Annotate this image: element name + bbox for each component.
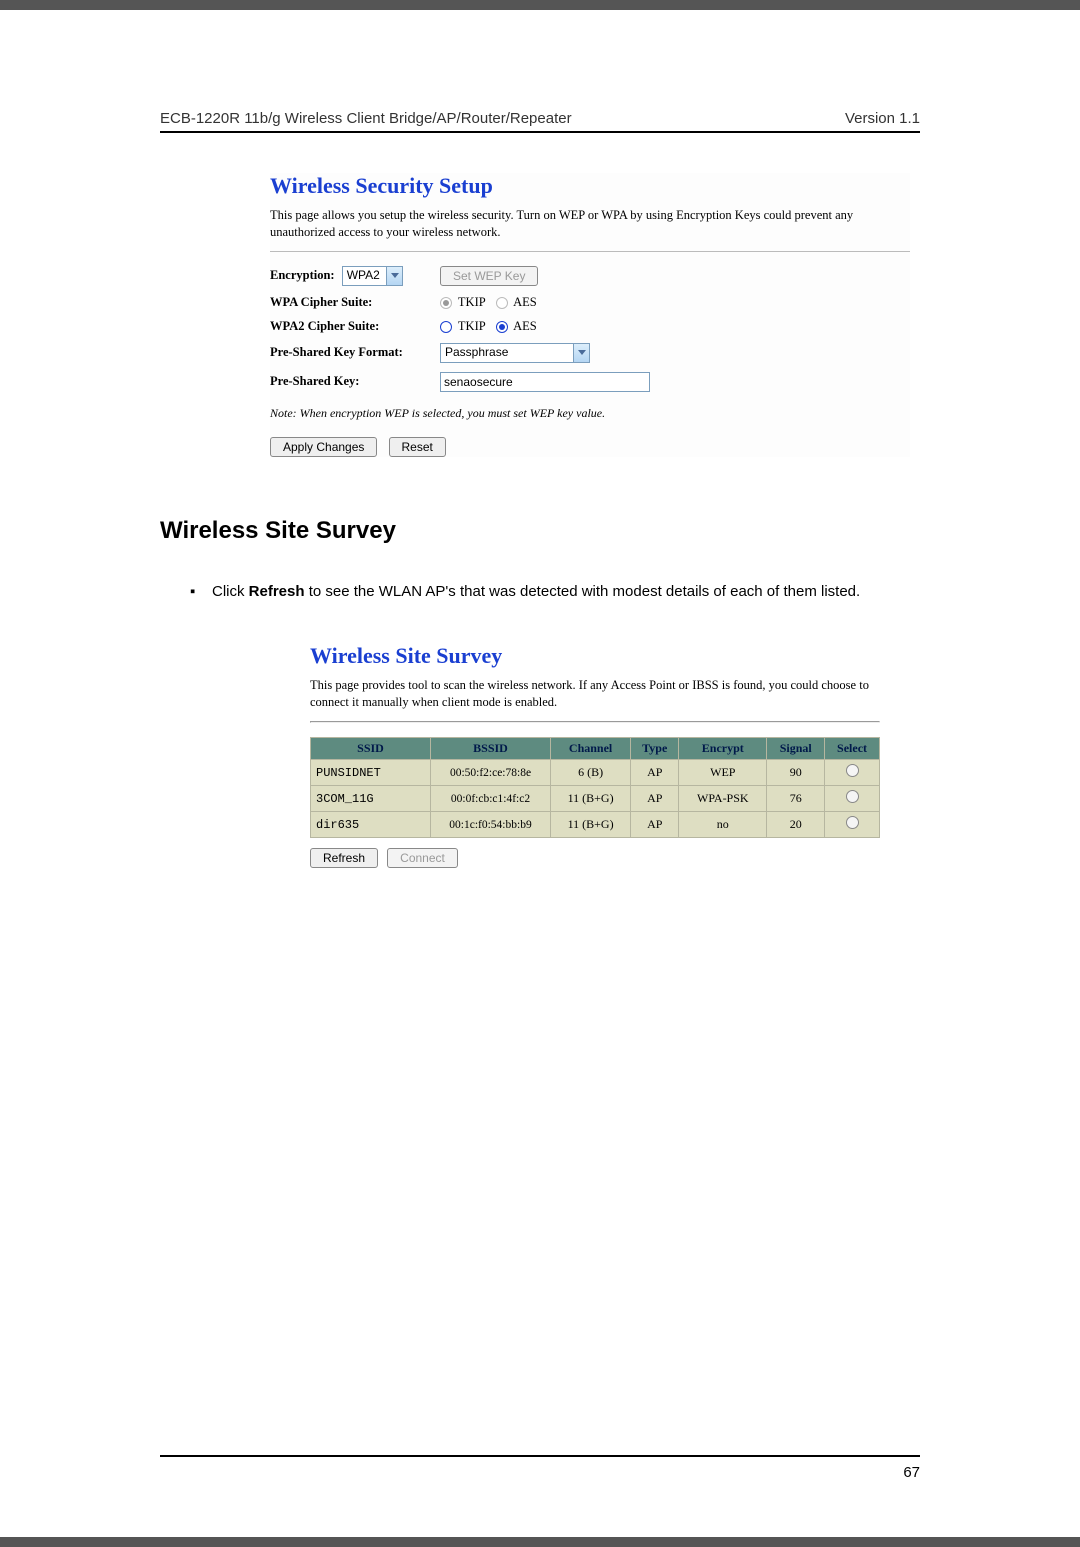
psk-format-select[interactable]: Passphrase [440,343,590,363]
cell-encrypt: no [679,812,767,838]
cell-signal: 90 [767,760,825,786]
encryption-row: Encryption: WPA2 Set WEP Key [270,266,910,286]
chevron-down-icon [573,344,589,362]
cell-encrypt: WPA-PSK [679,786,767,812]
security-button-row: Apply Changes Reset [270,437,910,457]
cell-select [825,812,880,838]
connect-button: Connect [387,848,458,868]
header-right: Version 1.1 [845,110,920,127]
page-number: 67 [903,1464,920,1481]
cell-select [825,760,880,786]
cell-ssid: dir635 [311,812,431,838]
footer-divider [160,1455,920,1457]
survey-description: This page provides tool to scan the wire… [310,677,880,711]
radio-icon[interactable] [440,321,452,333]
psk-input[interactable] [440,372,650,392]
survey-button-row: Refresh Connect [310,848,880,868]
radio-icon[interactable] [496,297,508,309]
cell-signal: 76 [767,786,825,812]
select-radio[interactable] [846,790,859,803]
wpa2-cipher-row: WPA2 Cipher Suite: TKIP AES [270,319,910,334]
select-radio[interactable] [846,816,859,829]
cell-ssid: 3COM_11G [311,786,431,812]
set-wep-key-button: Set WEP Key [440,266,538,286]
security-setup-panel: Wireless Security Setup This page allows… [270,173,910,457]
site-survey-panel: Wireless Site Survey This page provides … [310,643,880,868]
cell-channel: 11 (B+G) [551,786,631,812]
psk-row: Pre-Shared Key: [270,372,910,392]
cell-channel: 11 (B+G) [551,812,631,838]
header-divider [160,131,920,133]
table-row: dir63500:1c:f0:54:bb:b911 (B+G)APno20 [311,812,880,838]
wpa-cipher-row: WPA Cipher Suite: TKIP AES [270,295,910,310]
radio-icon[interactable] [440,297,452,309]
encryption-select[interactable]: WPA2 [342,266,403,286]
psk-format-label: Pre-Shared Key Format: [270,345,440,360]
psk-format-row: Pre-Shared Key Format: Passphrase [270,343,910,363]
cell-bssid: 00:0f:cb:c1:4f:c2 [431,786,551,812]
cell-channel: 6 (B) [551,760,631,786]
wpa-tkip-option: TKIP [440,295,486,310]
survey-title: Wireless Site Survey [310,643,880,669]
encryption-label: Encryption: WPA2 [270,266,440,286]
apply-changes-button[interactable]: Apply Changes [270,437,377,457]
page-header: ECB-1220R 11b/g Wireless Client Bridge/A… [160,110,920,131]
col-select: Select [825,738,880,760]
cell-bssid: 00:50:f2:ce:78:8e [431,760,551,786]
cell-ssid: PUNSIDNET [311,760,431,786]
col-bssid: BSSID [431,738,551,760]
cell-select [825,786,880,812]
security-note: Note: When encryption WEP is selected, y… [270,406,910,421]
col-ssid: SSID [311,738,431,760]
wpa2-cipher-label: WPA2 Cipher Suite: [270,319,440,334]
security-title: Wireless Security Setup [270,173,910,199]
col-encrypt: Encrypt [679,738,767,760]
wpa-aes-option: AES [496,295,537,310]
site-survey-instruction: Click Refresh to see the WLAN AP's that … [190,575,920,610]
psk-label: Pre-Shared Key: [270,374,440,389]
radio-icon[interactable] [496,321,508,333]
cell-bssid: 00:1c:f0:54:bb:b9 [431,812,551,838]
wpa2-aes-option: AES [496,319,537,334]
survey-table: SSID BSSID Channel Type Encrypt Signal S… [310,737,880,838]
cell-signal: 20 [767,812,825,838]
refresh-button[interactable]: Refresh [310,848,378,868]
cell-type: AP [631,812,679,838]
chevron-down-icon [386,267,402,285]
cell-type: AP [631,786,679,812]
select-radio[interactable] [846,764,859,777]
security-divider [270,251,910,252]
survey-divider [310,721,880,723]
table-row: PUNSIDNET00:50:f2:ce:78:8e6 (B)APWEP90 [311,760,880,786]
header-left: ECB-1220R 11b/g Wireless Client Bridge/A… [160,110,572,127]
col-type: Type [631,738,679,760]
document-page: ECB-1220R 11b/g Wireless Client Bridge/A… [0,10,1080,1537]
col-signal: Signal [767,738,825,760]
wpa-cipher-label: WPA Cipher Suite: [270,295,440,310]
site-survey-heading: Wireless Site Survey [160,517,920,545]
cell-encrypt: WEP [679,760,767,786]
reset-button[interactable]: Reset [389,437,446,457]
cell-type: AP [631,760,679,786]
survey-header-row: SSID BSSID Channel Type Encrypt Signal S… [311,738,880,760]
wpa2-tkip-option: TKIP [440,319,486,334]
col-channel: Channel [551,738,631,760]
table-row: 3COM_11G00:0f:cb:c1:4f:c211 (B+G)APWPA-P… [311,786,880,812]
security-description: This page allows you setup the wireless … [270,207,910,241]
